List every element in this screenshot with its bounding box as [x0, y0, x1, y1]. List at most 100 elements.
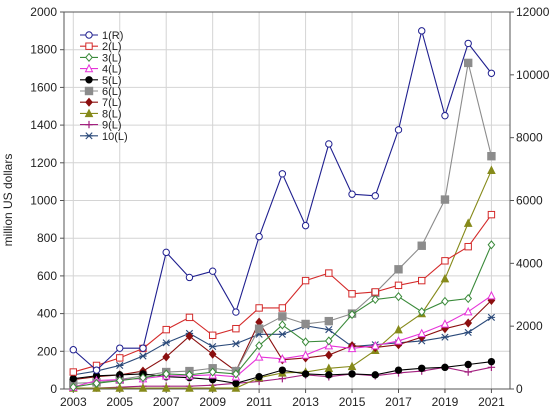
data-point — [208, 267, 217, 275]
y2-tick-label: 4000 — [516, 256, 543, 270]
legend-swatch-marker — [84, 108, 94, 118]
series-3 — [69, 240, 496, 392]
data-point — [208, 349, 217, 359]
data-point — [208, 331, 217, 339]
data-point — [463, 58, 473, 68]
y-tick-label: 400 — [37, 307, 57, 321]
data-point — [301, 276, 310, 285]
x-tick-label: 2017 — [385, 395, 412, 409]
data-point — [162, 248, 170, 257]
data-point — [232, 340, 240, 348]
data-point — [370, 340, 380, 350]
data-point — [394, 126, 403, 134]
series-1 — [69, 27, 496, 374]
data-point — [115, 375, 124, 386]
y-tick-label: 1600 — [30, 80, 57, 94]
legend-item: 5(L) — [80, 75, 122, 87]
data-point — [255, 232, 263, 241]
data-point — [254, 324, 264, 333]
data-point — [92, 378, 101, 388]
legend-swatch-marker — [85, 132, 93, 140]
data-point — [301, 221, 310, 230]
data-point — [162, 325, 170, 334]
data-point — [232, 369, 240, 379]
legend-swatch-marker — [85, 120, 93, 129]
legend-swatch-marker — [85, 97, 93, 107]
data-point — [441, 296, 449, 306]
legend-item: 7(L) — [80, 97, 122, 109]
data-point — [232, 324, 240, 333]
data-point — [348, 309, 356, 320]
data-point — [278, 354, 287, 363]
data-point — [162, 339, 170, 347]
legend-item: 6(L) — [80, 86, 122, 98]
y2-tick-label: 8000 — [516, 131, 543, 145]
data-point — [371, 294, 380, 305]
legend-swatch-marker — [85, 76, 93, 84]
data-point — [440, 195, 450, 204]
data-point — [464, 328, 472, 337]
y-axis-label: million US dollars — [1, 154, 15, 247]
data-point — [487, 210, 496, 219]
data-point — [301, 350, 310, 359]
y-tick-label: 600 — [37, 269, 57, 283]
data-point — [347, 343, 357, 353]
data-point — [139, 373, 147, 383]
legend-swatch-marker — [84, 86, 94, 96]
legend-swatch-marker — [85, 42, 93, 50]
data-point — [278, 320, 287, 330]
legend-item: 4(L) — [80, 64, 122, 76]
data-point — [394, 292, 403, 302]
data-point — [464, 39, 472, 48]
legend-label: 7(L) — [102, 97, 122, 109]
legend-label: 8(L) — [102, 108, 122, 120]
data-point — [301, 337, 310, 347]
data-point — [441, 257, 449, 265]
data-point — [464, 293, 473, 304]
x-axis: 2003 2005 2007 2009 2011 2013 2015 2017 2019 2021 — [60, 389, 505, 409]
y2-tick-label: 10000 — [516, 68, 550, 82]
data-point — [324, 336, 333, 346]
data-point — [394, 336, 403, 345]
data-point — [301, 319, 310, 329]
data-point — [92, 366, 101, 374]
data-point — [487, 240, 496, 250]
data-point — [394, 281, 403, 290]
data-point — [487, 165, 496, 175]
data-point — [324, 350, 333, 360]
legend-label: 10(L) — [102, 131, 128, 143]
data-point — [487, 313, 496, 321]
data-point — [324, 316, 334, 326]
y-tick-label: 1200 — [30, 156, 57, 170]
data-point — [441, 111, 449, 120]
x-tick-label: 2021 — [478, 395, 505, 409]
data-point — [162, 352, 171, 362]
data-point — [255, 304, 263, 312]
x-tick-label: 2013 — [292, 395, 319, 409]
x-tick-label: 2005 — [106, 395, 133, 409]
data-point — [325, 269, 333, 277]
legend-label: 1(R) — [102, 30, 123, 42]
data-point — [231, 383, 241, 392]
legend-label: 3(L) — [102, 52, 122, 64]
data-point — [208, 367, 217, 377]
y-tick-label: 2000 — [30, 5, 57, 19]
y2-tick-label: 12000 — [516, 5, 550, 19]
data-point — [139, 344, 147, 352]
data-point — [232, 379, 240, 388]
data-point — [394, 265, 403, 274]
data-point — [464, 318, 473, 328]
legend-swatch-marker — [85, 52, 93, 62]
data-point — [69, 382, 78, 392]
data-point — [115, 383, 125, 392]
y-tick-label: 1000 — [30, 194, 57, 208]
x-tick-label: 2015 — [339, 395, 366, 409]
data-point — [441, 333, 449, 341]
x-tick-label: 2011 — [246, 395, 272, 409]
data-point — [232, 308, 240, 316]
data-point — [255, 341, 263, 351]
y2-tick-label: 0 — [516, 382, 523, 396]
data-point — [487, 152, 496, 161]
data-point — [418, 276, 426, 285]
